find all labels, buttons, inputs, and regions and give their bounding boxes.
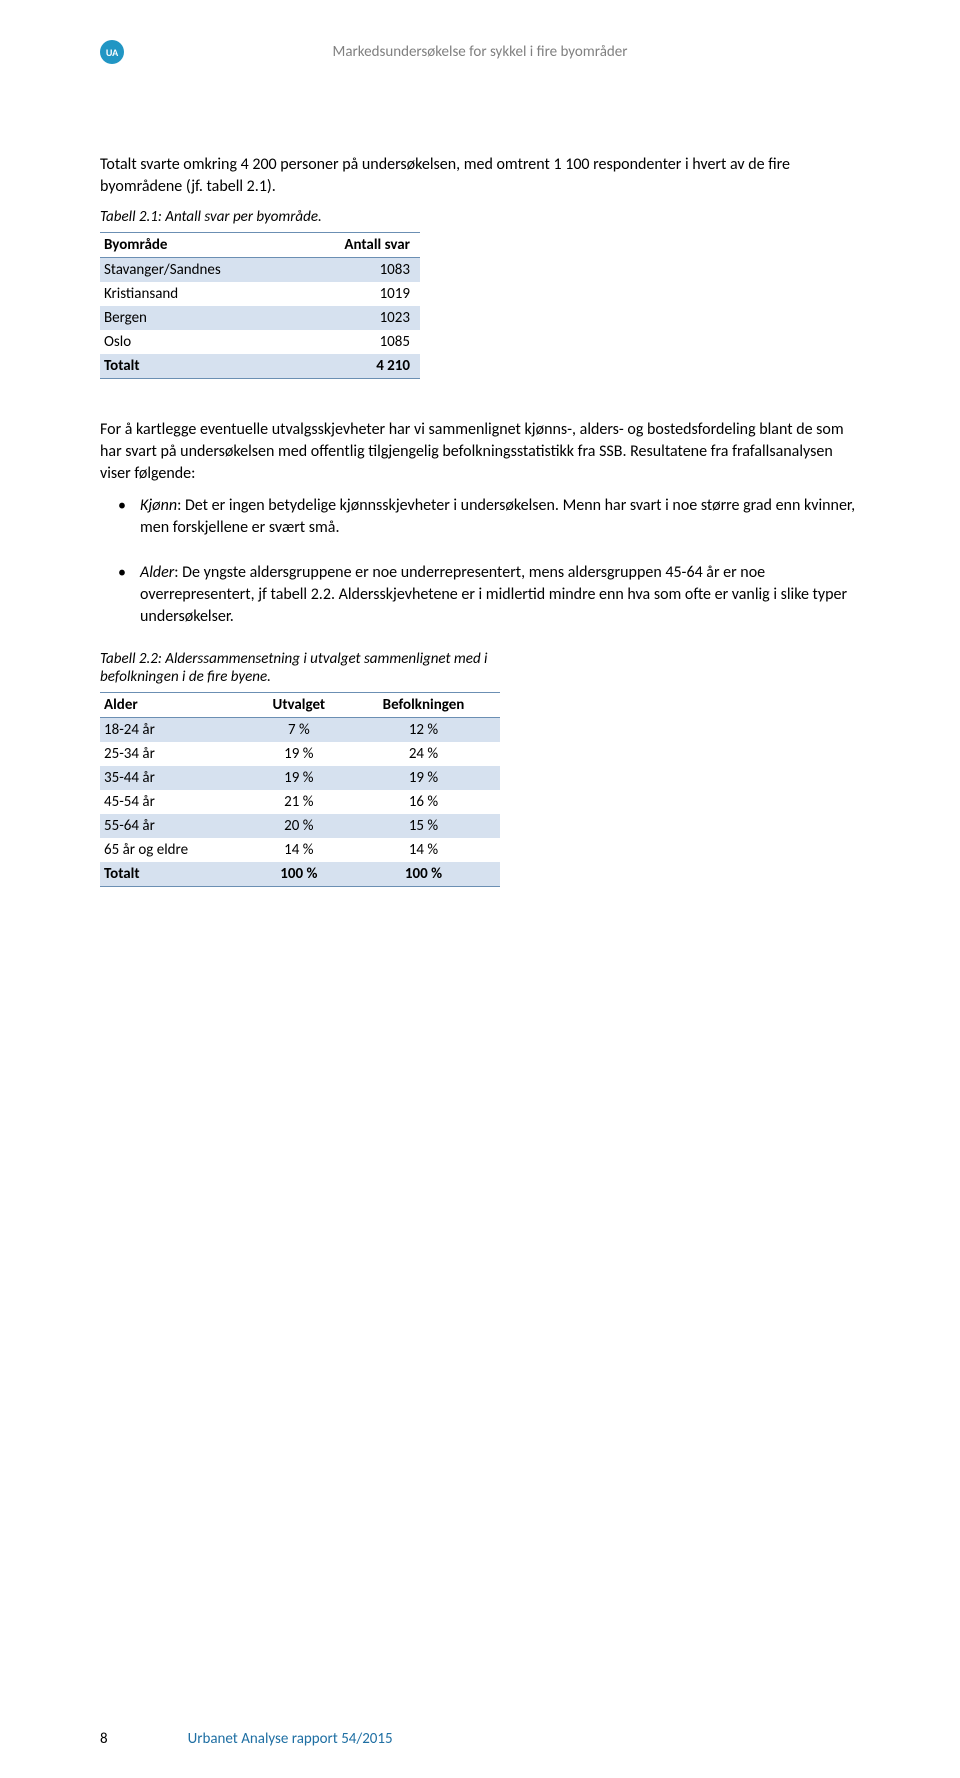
table-row: Kristiansand1019	[100, 282, 420, 306]
footer-text: Urbanet Analyse rapport 54/2015	[188, 1730, 393, 1748]
table-cell: 14 %	[353, 838, 500, 862]
table-cell: 55-64 år	[100, 814, 251, 838]
table-cell: 24 %	[353, 742, 500, 766]
table-cell: 1023	[299, 306, 420, 330]
table-row: 45-54 år21 %16 %	[100, 790, 500, 814]
table-row: 18-24 år7 %12 %	[100, 717, 500, 742]
table-cell: 100 %	[353, 862, 500, 887]
table-cell: Kristiansand	[100, 282, 299, 306]
table-cell: 21 %	[251, 790, 353, 814]
table2-col0: Alder	[100, 692, 251, 717]
table-cell: 65 år og eldre	[100, 838, 251, 862]
table-cell: 1019	[299, 282, 420, 306]
middle-paragraph: For å kartlegge eventuelle utvalgsskjevh…	[100, 419, 860, 485]
bullet-list: Kjønn: Det er ingen betydelige kjønnsskj…	[100, 495, 860, 627]
table-cell: 16 %	[353, 790, 500, 814]
table2-col1: Utvalget	[251, 692, 353, 717]
page-footer: 8 Urbanet Analyse rapport 54/2015	[100, 1730, 860, 1748]
bullet-alder-label: Alder	[140, 563, 174, 582]
table2-caption: Tabell 2.2: Alderssammensetning i utvalg…	[100, 650, 520, 686]
bullet-kjonn: Kjønn: Det er ingen betydelige kjønnsskj…	[100, 495, 860, 539]
bullet-kjonn-label: Kjønn	[140, 496, 177, 515]
table1-col1: Antall svar	[299, 233, 420, 258]
bullet-kjonn-text: : Det er ingen betydelige kjønnsskjevhet…	[140, 496, 855, 537]
table-row: Bergen1023	[100, 306, 420, 330]
intro-paragraph: Totalt svarte omkring 4 200 personer på …	[100, 154, 860, 198]
table-cell: 45-54 år	[100, 790, 251, 814]
table-cell: 4 210	[299, 354, 420, 379]
table1: Byområde Antall svar Stavanger/Sandnes10…	[100, 232, 420, 379]
document-page: UA Markedsundersøkelse for sykkel i fire…	[0, 0, 960, 1778]
table-cell: 25-34 år	[100, 742, 251, 766]
table-row: Totalt100 %100 %	[100, 862, 500, 887]
bullet-alder-text: : De yngste aldersgruppene er noe underr…	[140, 563, 847, 626]
table-row: 65 år og eldre14 %14 %	[100, 838, 500, 862]
table-row: Oslo1085	[100, 330, 420, 354]
header-title: Markedsundersøkelse for sykkel i fire by…	[100, 43, 860, 61]
table-cell: Bergen	[100, 306, 299, 330]
table-cell: 20 %	[251, 814, 353, 838]
table-cell: 1083	[299, 258, 420, 283]
table-cell: 19 %	[251, 766, 353, 790]
table2: Alder Utvalget Befolkningen 18-24 år7 %1…	[100, 692, 500, 887]
table-cell: 15 %	[353, 814, 500, 838]
table-cell: 18-24 år	[100, 717, 251, 742]
table2-col2: Befolkningen	[353, 692, 500, 717]
table-row: 25-34 år19 %24 %	[100, 742, 500, 766]
table-cell: Stavanger/Sandnes	[100, 258, 299, 283]
table-cell: 100 %	[251, 862, 353, 887]
table-cell: 1085	[299, 330, 420, 354]
table-cell: 19 %	[353, 766, 500, 790]
table-cell: 19 %	[251, 742, 353, 766]
table-cell: Oslo	[100, 330, 299, 354]
table-row: Totalt4 210	[100, 354, 420, 379]
table-cell: Totalt	[100, 354, 299, 379]
page-header: UA Markedsundersøkelse for sykkel i fire…	[100, 40, 860, 64]
table-cell: 12 %	[353, 717, 500, 742]
table-row: 55-64 år20 %15 %	[100, 814, 500, 838]
table-cell: 14 %	[251, 838, 353, 862]
table-row: 35-44 år19 %19 %	[100, 766, 500, 790]
table1-caption: Tabell 2.1: Antall svar per byområde.	[100, 208, 520, 226]
table1-col0: Byområde	[100, 233, 299, 258]
table-row: Stavanger/Sandnes1083	[100, 258, 420, 283]
table-cell: 7 %	[251, 717, 353, 742]
table-cell: Totalt	[100, 862, 251, 887]
bullet-alder: Alder: De yngste aldersgruppene er noe u…	[100, 562, 860, 628]
page-number: 8	[100, 1730, 108, 1748]
table-cell: 35-44 år	[100, 766, 251, 790]
